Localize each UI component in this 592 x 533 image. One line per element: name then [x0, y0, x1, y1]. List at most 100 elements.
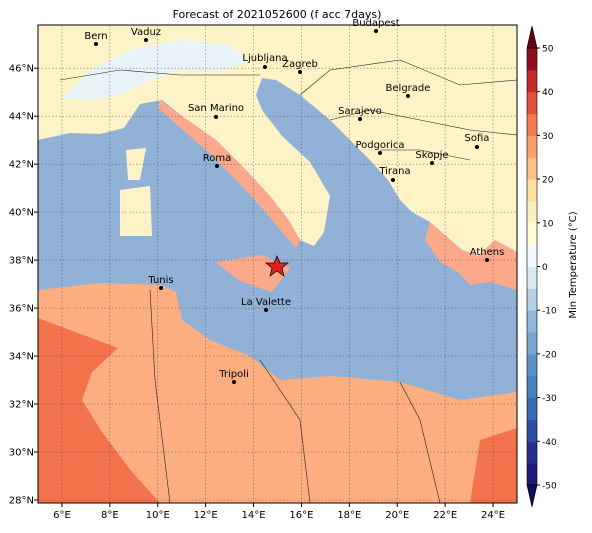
- y-tick-label: 44°N: [9, 112, 34, 123]
- city-label: La Valette: [241, 297, 291, 308]
- colorbar-band: [527, 135, 537, 158]
- colorbar-band: [527, 310, 537, 333]
- land-europe: [38, 25, 517, 256]
- city-dot: [358, 117, 362, 121]
- city-label: Belgrade: [386, 83, 431, 94]
- city-dot: [406, 94, 410, 98]
- land-egypt-hot: [470, 428, 517, 503]
- colorbar-band: [527, 332, 537, 355]
- y-tick-label: 46°N: [9, 64, 34, 75]
- city-dot: [391, 178, 395, 182]
- country-borders: [59, 59, 517, 503]
- land-warm-greece: [425, 222, 517, 290]
- city-label: Vaduz: [131, 27, 161, 38]
- colorbar-tick-label: -20: [542, 350, 557, 360]
- colorbar-tick-label: -10: [542, 307, 557, 317]
- colorbar-band: [527, 179, 537, 202]
- city-dot: [159, 286, 163, 290]
- city-label: Zagreb: [282, 59, 318, 70]
- x-tick-label: 12°E: [194, 510, 218, 521]
- colorbar-band: [527, 375, 537, 399]
- y-tick-label: 34°N: [9, 352, 34, 363]
- y-tick-label: 42°N: [9, 160, 34, 171]
- city-dot: [374, 29, 378, 33]
- colorbar-band: [527, 266, 537, 289]
- colorbar-tick-label: 50: [542, 45, 554, 55]
- colorbar-band: [527, 113, 537, 136]
- city-dot: [298, 70, 302, 74]
- x-tick-label: 16°E: [289, 510, 313, 521]
- colorbar-band: [527, 353, 537, 377]
- city-dot: [214, 115, 218, 119]
- city-label: Athens: [470, 247, 505, 258]
- x-tick-label: 8°E: [101, 510, 119, 521]
- colorbar-band: [527, 69, 537, 93]
- colorbar-band: [527, 419, 537, 442]
- x-tick-label: 6°E: [53, 510, 71, 521]
- city-dot: [475, 145, 479, 149]
- city-dot: [264, 308, 268, 312]
- y-tick-label: 38°N: [9, 256, 34, 267]
- colorbar-tick-label: -50: [542, 482, 557, 492]
- colorbar-band: [527, 288, 537, 311]
- city-label: Bern: [84, 31, 107, 42]
- y-tick-label: 40°N: [9, 208, 34, 219]
- colorbar-band: [527, 48, 537, 71]
- x-tick-label: 10°E: [146, 510, 170, 521]
- city-label: Skopje: [415, 150, 448, 161]
- city-label: Sarajevo: [338, 106, 382, 117]
- x-tick-label: 22°E: [433, 510, 457, 521]
- colorbar-tick-label: 30: [542, 132, 554, 142]
- colorbar-band: [527, 91, 537, 115]
- colorbar-tick-label: 0: [542, 263, 548, 273]
- colorbar-label: Min Temperature (°C): [568, 211, 579, 318]
- sardinia: [120, 186, 152, 236]
- city-label: Budapest: [352, 18, 399, 29]
- y-tick-label: 36°N: [9, 304, 34, 315]
- city-label: Ljubljana: [242, 53, 287, 64]
- colorbar-tick-label: 40: [542, 88, 554, 98]
- land-warm-coast: [158, 100, 300, 248]
- city-label: Tripoli: [218, 369, 249, 380]
- colorbar-band: [527, 244, 537, 267]
- city-dot: [215, 164, 219, 168]
- forecast-star: [265, 255, 289, 277]
- colorbar-band: [527, 222, 537, 246]
- x-tick-label: 24°E: [481, 510, 505, 521]
- colorbar-tick-label: 10: [542, 219, 554, 229]
- land-africa-hot: [38, 318, 160, 503]
- city-dot: [263, 65, 267, 69]
- x-tick-label: 14°E: [242, 510, 266, 521]
- city-label: Sofia: [465, 133, 490, 144]
- colorbar-band: [527, 463, 537, 486]
- y-tick-label: 30°N: [9, 448, 34, 459]
- colorbar-band: [527, 157, 537, 180]
- x-tick-label: 18°E: [337, 510, 361, 521]
- city-label: Podgorica: [355, 140, 404, 151]
- colorbar-extend-top: [526, 25, 538, 49]
- colorbar-band: [527, 397, 537, 420]
- city-label: Tunis: [147, 275, 173, 286]
- colorbar-band: [527, 441, 537, 464]
- colorbar-tick-label: -30: [542, 394, 557, 404]
- colorbar-tick-label: -40: [542, 438, 557, 448]
- colorbar-band: [527, 200, 537, 224]
- city-label: Tirana: [378, 166, 410, 177]
- map-frame: [37, 24, 518, 504]
- city-dot: [430, 161, 434, 165]
- alps-cool: [62, 40, 250, 100]
- colorbar-tick-label: 20: [542, 176, 554, 186]
- x-tick-label: 20°E: [385, 510, 409, 521]
- city-dot: [94, 42, 98, 46]
- map-title: Forecast of 2021052600 (f acc 7days): [173, 8, 382, 21]
- city-dot: [485, 258, 489, 262]
- city-dot: [232, 380, 236, 384]
- city-label: Roma: [203, 153, 232, 164]
- city-dot: [144, 38, 148, 42]
- y-tick-label: 28°N: [9, 496, 34, 507]
- city-label: San Marino: [188, 103, 244, 114]
- city-dot: [378, 151, 382, 155]
- y-tick-label: 32°N: [9, 400, 34, 411]
- colorbar-extend-bottom: [526, 484, 538, 508]
